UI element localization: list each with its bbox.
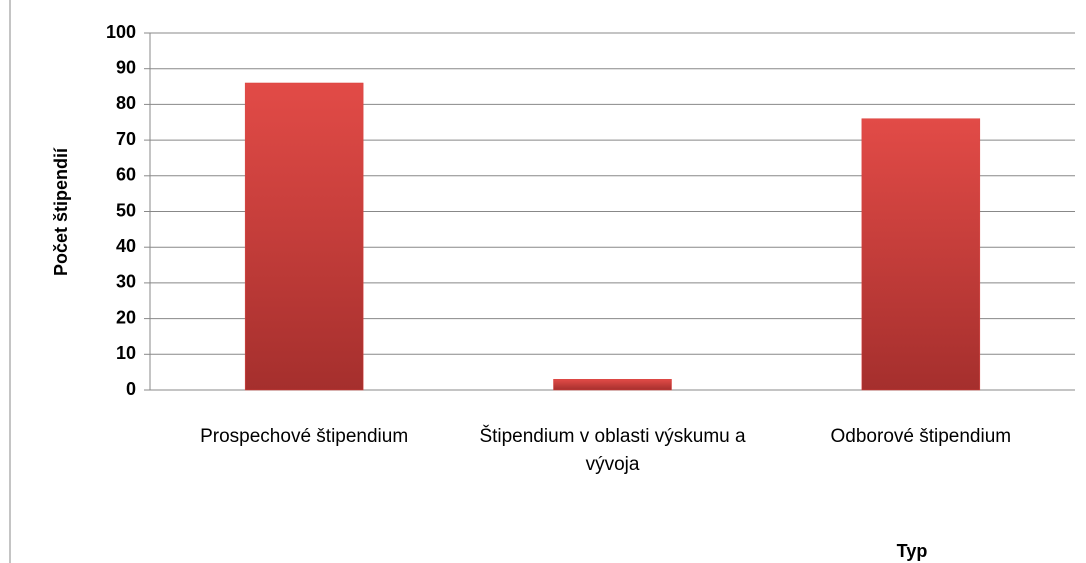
y-tick-label: 50 (116, 200, 136, 220)
y-tick-label: 90 (116, 57, 136, 77)
bar (553, 379, 672, 391)
y-tick-label: 60 (116, 165, 136, 185)
y-axis-label: Počet štipendií (51, 147, 71, 276)
x-tick-label: Odborové štipendium (830, 426, 1012, 447)
bar (244, 82, 364, 391)
y-tick-label: 80 (116, 93, 136, 113)
y-tick-label: 40 (116, 236, 136, 256)
x-tick-label: Štipendium v oblasti výskumu a vývoja (479, 426, 746, 475)
y-tick-label: 70 (116, 129, 136, 149)
x-tick-label: Prospechové štipendium (200, 426, 409, 447)
x-axis-label: Typ (897, 541, 928, 561)
y-tick-label: 0 (126, 379, 136, 399)
y-tick-label: 100 (106, 22, 136, 42)
y-tick-label: 20 (116, 307, 136, 327)
bar (861, 118, 981, 391)
y-tick-label: 10 (116, 343, 136, 363)
y-tick-label: 30 (116, 272, 136, 292)
